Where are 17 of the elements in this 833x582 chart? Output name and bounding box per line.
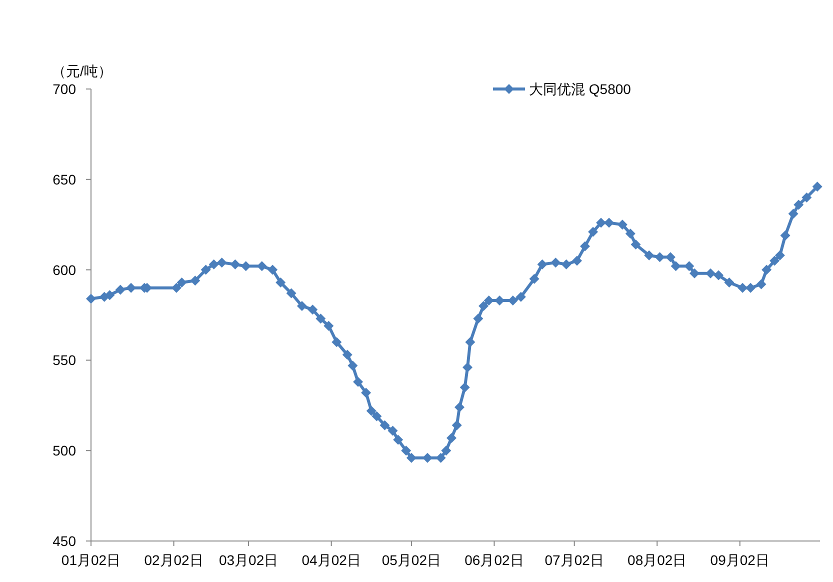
legend-label: 大同优混 Q5800 [529,81,632,97]
y-axis-title: （元/吨） [52,63,112,79]
x-tick-label: 09月02日 [710,552,770,568]
x-tick-label: 06月02日 [464,552,524,568]
y-tick-label: 650 [52,171,76,188]
y-tick-label: 700 [52,81,76,97]
y-tick-label: 600 [52,262,76,278]
x-tick-label: 01月02日 [61,552,121,568]
x-tick-label: 04月02日 [302,552,361,568]
x-tick-label: 08月02日 [628,552,687,568]
y-tick-label: 450 [52,533,76,549]
x-tick-label: 03月02日 [218,552,278,568]
y-tick-label: 550 [52,352,76,368]
x-tick-label: 07月02日 [544,552,604,568]
x-tick-label: 02月02日 [144,552,204,568]
y-tick-label: 500 [52,442,76,459]
x-tick-label: 05月02日 [382,552,442,568]
